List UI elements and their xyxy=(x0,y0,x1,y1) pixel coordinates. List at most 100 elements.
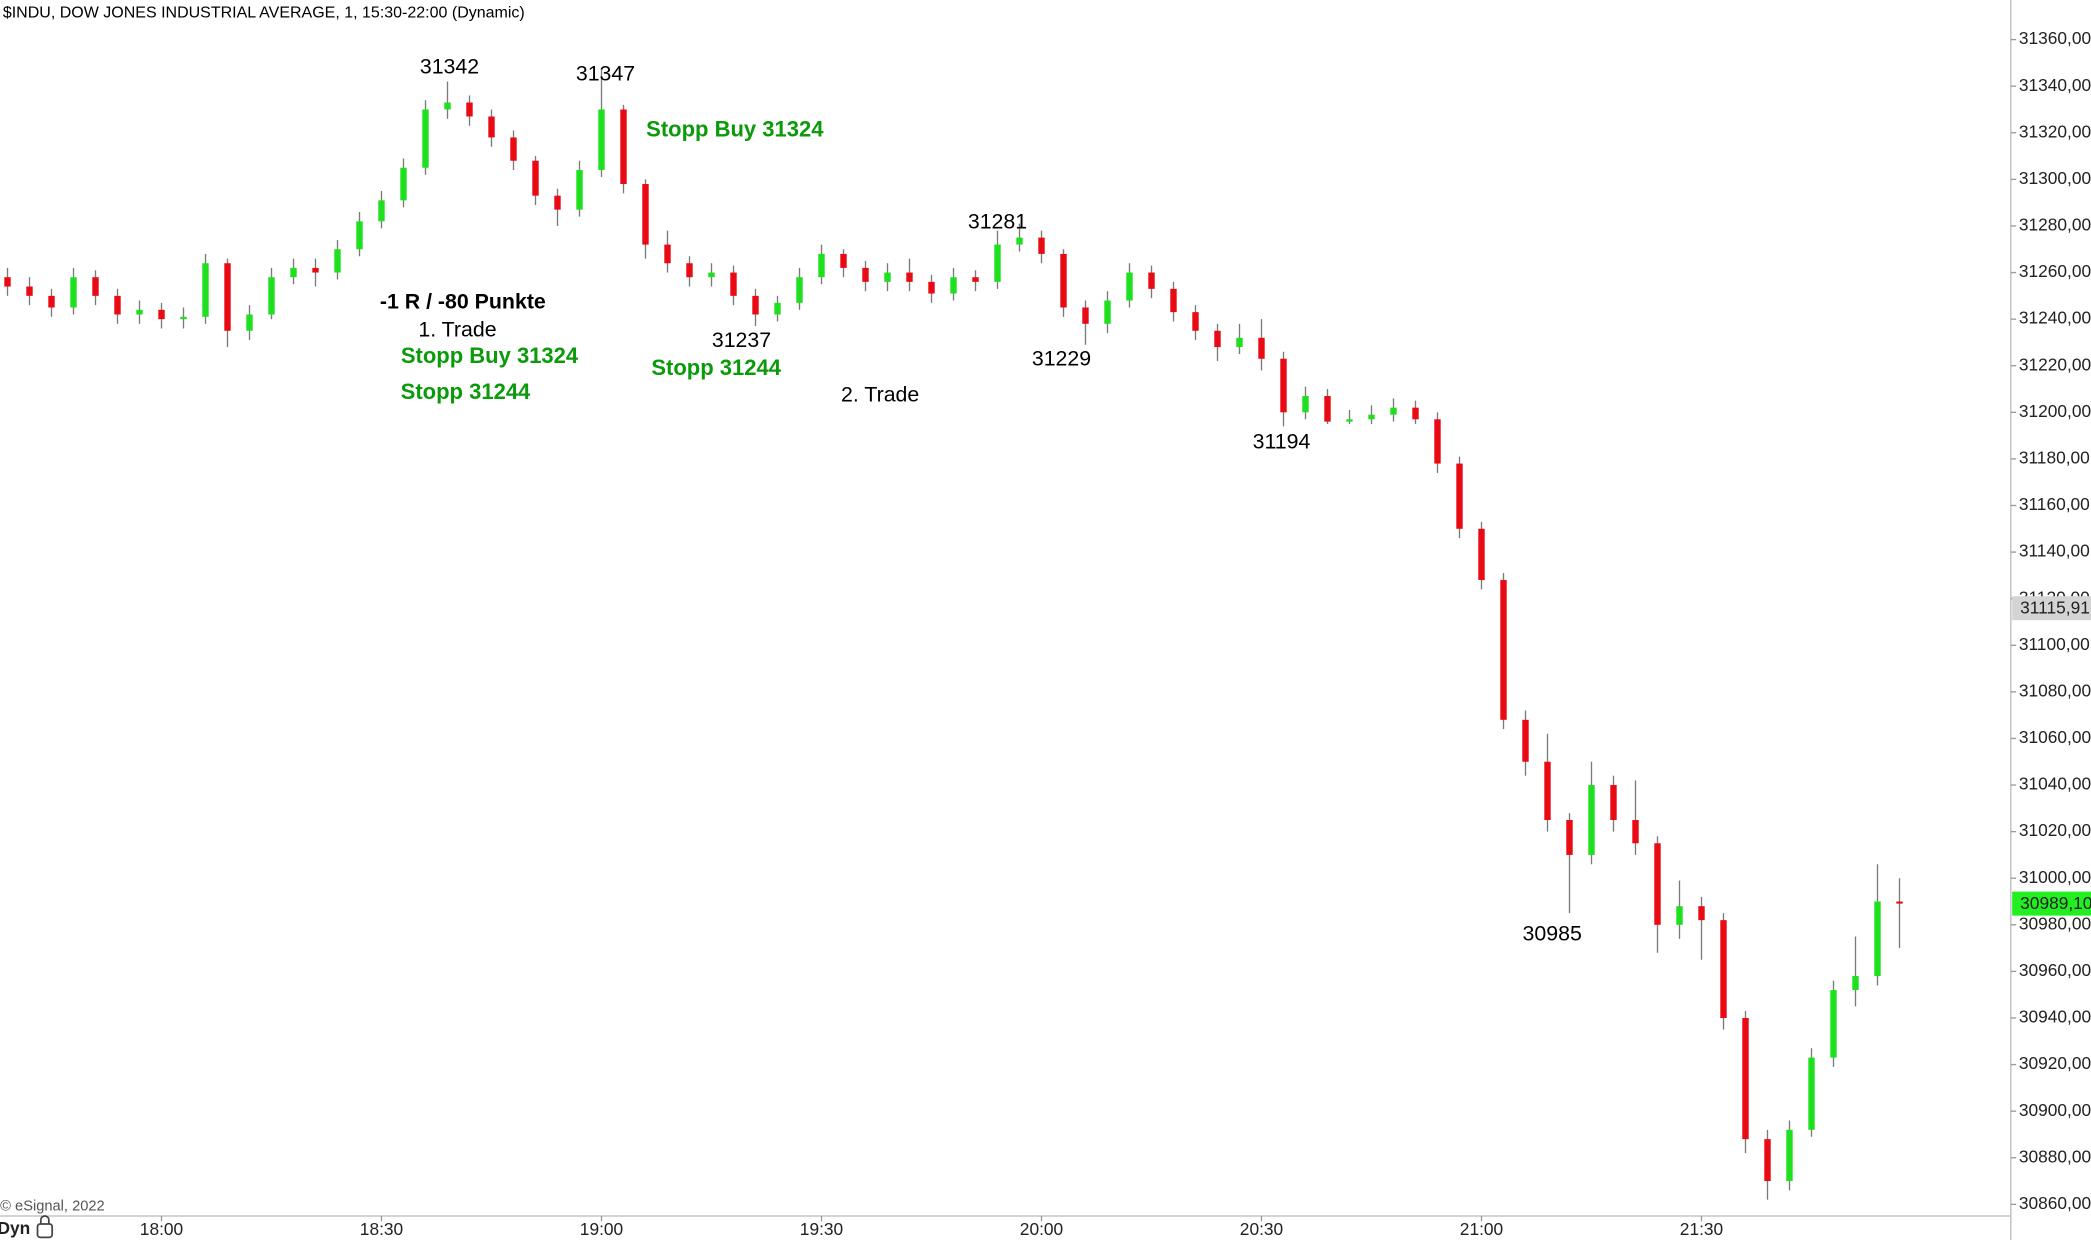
annotation: 31281 xyxy=(968,209,1027,233)
y-tick-label: 30920,00 xyxy=(2019,1053,2091,1073)
candle-body xyxy=(598,109,605,171)
candle-body xyxy=(1236,337,1243,348)
candle-body xyxy=(620,109,627,185)
candle-body xyxy=(1896,901,1903,904)
annotation: Stopp 31244 xyxy=(401,379,531,404)
candle-body xyxy=(796,277,803,303)
candle-body xyxy=(1192,312,1199,331)
candle-body xyxy=(466,102,473,117)
y-tick-label: 31000,00 xyxy=(2019,867,2091,887)
lock-icon xyxy=(36,1215,54,1239)
candle-body xyxy=(1016,237,1023,245)
candle-body xyxy=(1786,1129,1793,1182)
x-tick-label: 20:00 xyxy=(1020,1219,1063,1239)
candle-body xyxy=(1478,528,1485,581)
candle-body xyxy=(1522,719,1529,762)
candle-body xyxy=(1808,1057,1815,1130)
x-tick-label: 19:00 xyxy=(580,1219,623,1239)
y-tick-label: 30960,00 xyxy=(2019,960,2091,980)
candle-body xyxy=(334,249,341,273)
candle-body xyxy=(246,314,253,331)
candle-body xyxy=(1456,463,1463,529)
x-tick-label: 21:00 xyxy=(1460,1219,1503,1239)
candle-body xyxy=(1258,337,1265,359)
candle-body xyxy=(114,295,121,315)
plot-area xyxy=(4,69,1903,1200)
candle-body xyxy=(1060,253,1067,308)
candle-body xyxy=(554,195,561,210)
y-tick-label: 31320,00 xyxy=(2019,121,2091,141)
x-tick-label: 19:30 xyxy=(800,1219,843,1239)
candle-body xyxy=(1346,419,1353,422)
candle-body xyxy=(1874,901,1881,977)
price-tag xyxy=(2012,596,2091,621)
x-tick-label: 20:30 xyxy=(1240,1219,1283,1239)
candle-body xyxy=(26,286,33,296)
annotation: 31347 xyxy=(576,61,635,85)
candle-body xyxy=(950,277,957,294)
price-tag-label: 31115,91 xyxy=(2020,597,2090,617)
candle-body xyxy=(158,309,165,320)
candle-body xyxy=(1104,300,1111,324)
x-tick-label: 18:00 xyxy=(140,1219,183,1239)
y-tick-label: 31360,00 xyxy=(2019,28,2091,48)
candle-body xyxy=(4,277,11,287)
price-tag xyxy=(2012,891,2091,916)
annotation: 31229 xyxy=(1032,347,1091,371)
y-tick-label: 31300,00 xyxy=(2019,168,2091,188)
candle-body xyxy=(1280,358,1287,413)
candle-body xyxy=(356,221,363,250)
annotation: 30985 xyxy=(1523,921,1582,945)
candle-body xyxy=(1654,843,1661,925)
x-tick-label: 18:30 xyxy=(360,1219,403,1239)
candle-body xyxy=(202,263,209,317)
candle-body xyxy=(1632,819,1639,844)
y-tick-label: 31280,00 xyxy=(2019,215,2091,235)
candle-body xyxy=(994,244,1001,282)
y-tick-label: 31100,00 xyxy=(2019,634,2090,654)
candle-body xyxy=(1082,307,1089,324)
copyright: © eSignal, 2022 xyxy=(0,1199,105,1215)
annotation: Stopp Buy 31324 xyxy=(401,343,579,368)
candle-body xyxy=(642,184,649,245)
candle-body xyxy=(1038,237,1045,254)
annotation: 31342 xyxy=(420,55,479,79)
y-tick-label: 31160,00 xyxy=(2019,494,2090,514)
candle-body xyxy=(840,253,847,268)
annotation: 31237 xyxy=(712,328,771,352)
x-tick-label: 21:30 xyxy=(1680,1219,1723,1239)
candle-body xyxy=(400,167,407,201)
candle-body xyxy=(884,272,891,282)
candle-body xyxy=(48,295,55,308)
candle-body xyxy=(1610,785,1617,820)
y-tick-label: 31140,00 xyxy=(2019,541,2090,561)
candle-body xyxy=(1368,414,1375,420)
y-tick-label: 31040,00 xyxy=(2019,774,2091,794)
y-tick-label: 31180,00 xyxy=(2019,447,2090,467)
candle-body xyxy=(510,137,517,161)
y-tick-label: 31060,00 xyxy=(2019,727,2091,747)
candle-body xyxy=(1720,920,1727,1018)
y-tick-label: 31020,00 xyxy=(2019,820,2091,840)
candle-body xyxy=(1830,990,1837,1058)
candle-body xyxy=(224,263,231,331)
candle-body xyxy=(378,200,385,222)
annotation: -1 R / -80 Punkte xyxy=(380,289,546,313)
annotation: Stopp Buy 31324 xyxy=(646,116,824,141)
y-tick-label: 30940,00 xyxy=(2019,1007,2091,1027)
candle-body xyxy=(1764,1139,1771,1182)
candle-body xyxy=(532,160,539,196)
candle-body xyxy=(906,272,913,282)
price-tag-label: 30989,10 xyxy=(2020,893,2091,913)
candle-body xyxy=(1544,761,1551,820)
candle-body xyxy=(972,277,979,282)
candle-body xyxy=(1324,396,1331,422)
candle-body xyxy=(290,267,297,278)
candle-body xyxy=(862,267,869,282)
candle-body xyxy=(1742,1017,1749,1140)
y-tick-label: 31080,00 xyxy=(2019,680,2091,700)
candle-body xyxy=(664,244,671,264)
annotation: 31194 xyxy=(1253,429,1311,453)
candle-body xyxy=(928,281,935,294)
